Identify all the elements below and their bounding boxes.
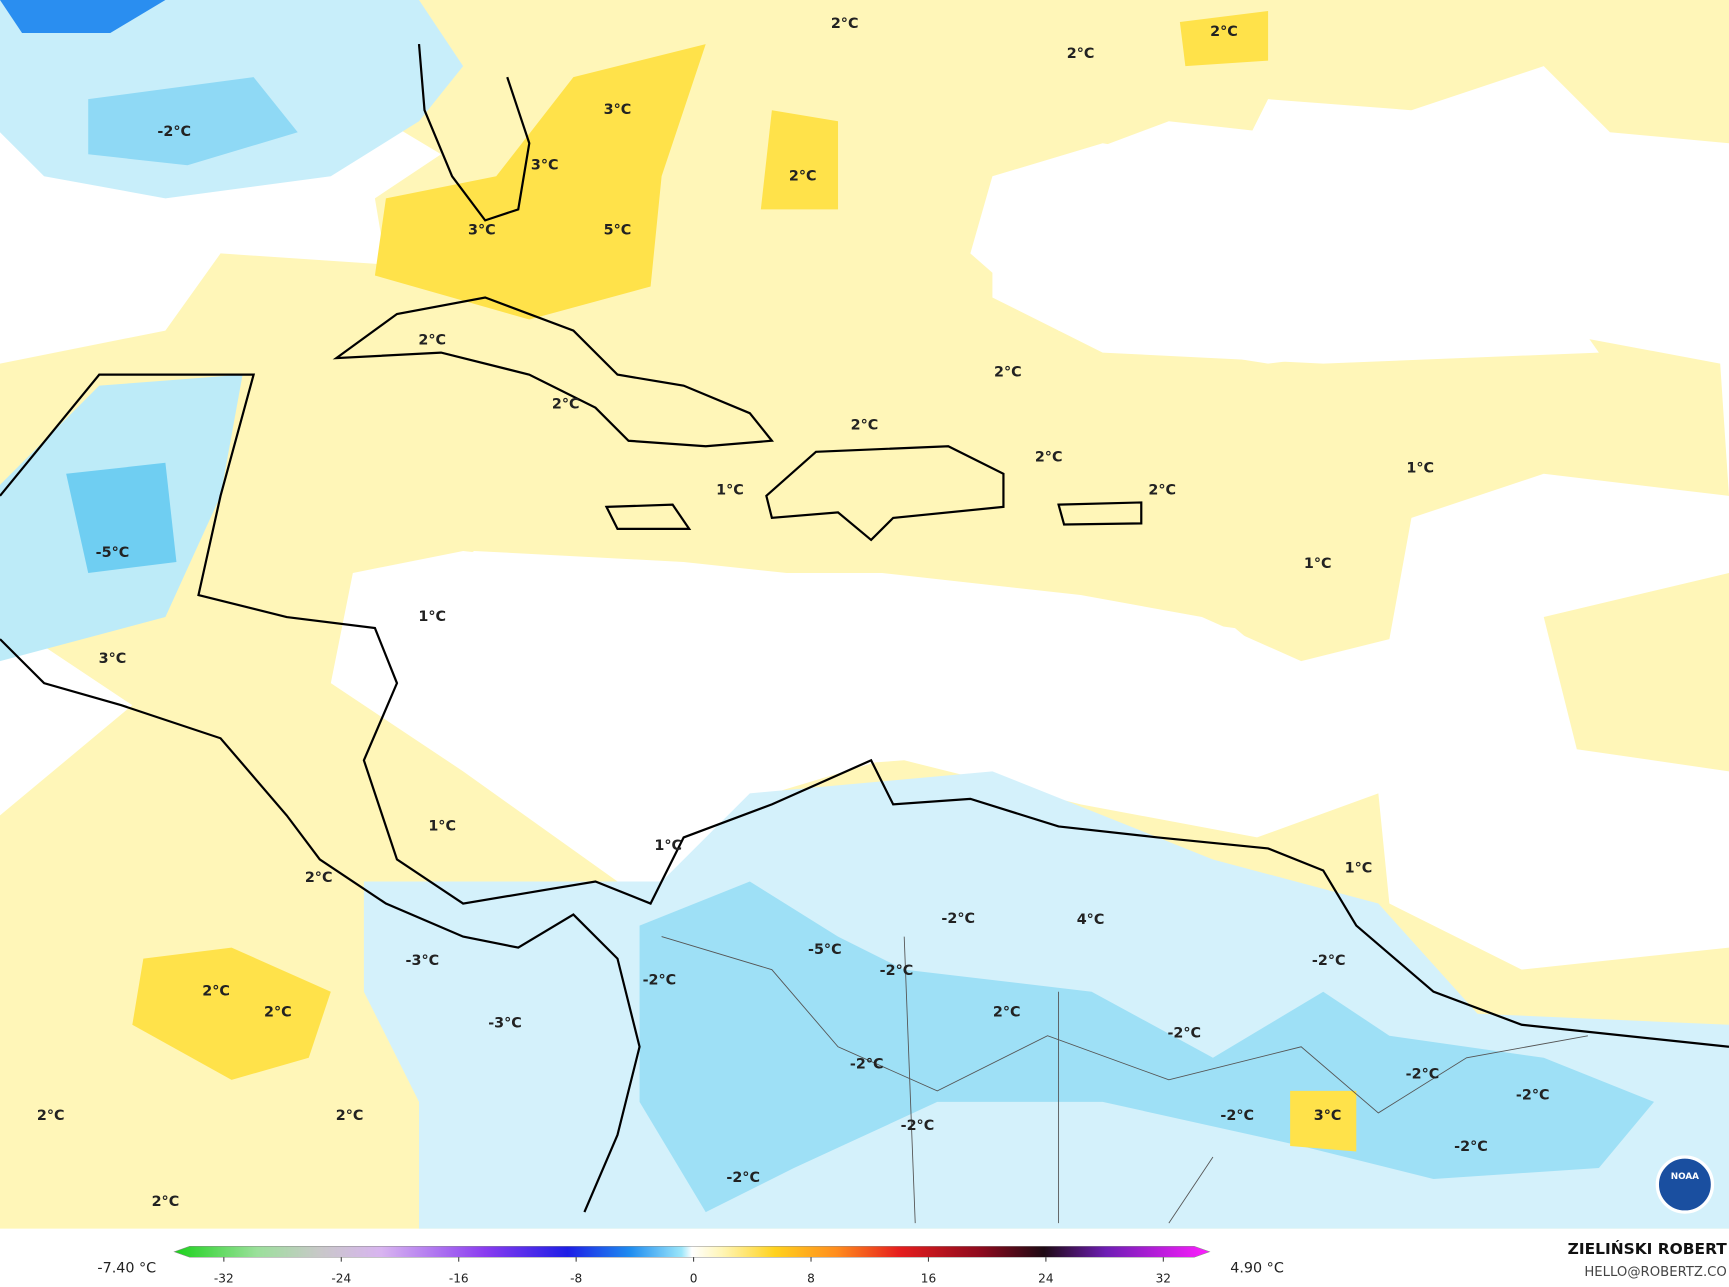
colorbar-tick-label: -24 — [331, 1272, 351, 1286]
contour-label: 4°C — [1077, 912, 1105, 928]
colorbar-tick-label: 24 — [1038, 1272, 1054, 1286]
contour-label: -2°C — [901, 1118, 935, 1134]
credit-name: ZIELIŃSKI ROBERT — [1568, 1239, 1728, 1258]
contour-label: 2°C — [789, 168, 817, 184]
contour-label: 1°C — [418, 609, 446, 625]
colorbar-tick-label: -8 — [570, 1272, 582, 1286]
contour-label: 3°C — [99, 651, 127, 667]
contour-label: 1°C — [1345, 860, 1373, 876]
warm-core — [374, 44, 706, 320]
colorbar-tick-label: 32 — [1156, 1272, 1171, 1286]
contour-label: -3°C — [488, 1016, 522, 1032]
colorbar-tick-label: 16 — [921, 1272, 936, 1286]
contour-label: 2°C — [418, 332, 446, 348]
contour-label: -2°C — [1516, 1087, 1550, 1103]
contour-label: 5°C — [604, 222, 632, 238]
cold-core — [0, 0, 166, 34]
contour-label: 2°C — [1210, 24, 1238, 40]
colorbar — [173, 1245, 1211, 1258]
contour-label: -2°C — [726, 1170, 760, 1186]
contour-label: -2°C — [1167, 1026, 1201, 1042]
contour-label: 2°C — [202, 984, 230, 1000]
coastline — [0, 638, 641, 1213]
contour-label: 2°C — [994, 364, 1022, 380]
warm-core — [1179, 11, 1269, 67]
cool-core — [66, 462, 177, 573]
contour-label: -2°C — [157, 124, 191, 140]
colorbar-tick-label: 0 — [690, 1272, 698, 1286]
contour-label: 2°C — [552, 396, 580, 412]
contour-label: 2°C — [336, 1108, 364, 1124]
contour-label: 1°C — [716, 482, 744, 498]
contour-label: 2°C — [152, 1194, 180, 1210]
colorbar-tick-label: 8 — [807, 1272, 815, 1286]
contour-label: -2°C — [1406, 1066, 1440, 1082]
country-border — [661, 936, 1588, 1224]
credit-site: HELLO@ROBERTZ.CO — [1584, 1265, 1726, 1280]
contour-label: 1°C — [428, 818, 456, 834]
colorbar-tick-label: -16 — [449, 1272, 469, 1286]
contour-label: -2°C — [880, 963, 914, 979]
contour-label: 3°C — [468, 222, 496, 238]
coastline — [1057, 501, 1143, 526]
contour-label: -2°C — [1312, 953, 1346, 969]
warm-core — [132, 947, 331, 1080]
cool-core — [88, 77, 298, 166]
contour-label: -3°C — [406, 953, 440, 969]
contour-label: -2°C — [1220, 1108, 1254, 1124]
contour-label: 2°C — [1067, 46, 1095, 62]
warm-core — [1290, 1090, 1357, 1152]
contour-label: 2°C — [264, 1005, 292, 1021]
logo-text: NOAA — [1671, 1172, 1699, 1182]
contour-label: 2°C — [305, 870, 333, 886]
contour-label: -2°C — [1454, 1139, 1488, 1155]
contour-label: 2°C — [1148, 482, 1176, 498]
neutral-area — [992, 121, 1599, 364]
contour-label: 2°C — [831, 16, 859, 32]
contour-label: 2°C — [993, 1005, 1021, 1021]
contour-label: 3°C — [531, 157, 559, 173]
coastline — [765, 445, 1005, 542]
coastline — [417, 43, 531, 222]
contour-label: -2°C — [643, 973, 677, 989]
coastline — [604, 503, 692, 531]
contour-label: -2°C — [850, 1056, 884, 1072]
colorbar-min: -7.40 °C — [97, 1261, 156, 1277]
contour-label: -5°C — [808, 942, 842, 958]
coastline — [332, 296, 775, 448]
contour-label: -5°C — [96, 545, 130, 561]
contour-label: 2°C — [37, 1108, 65, 1124]
neutral-area — [363, 550, 1302, 860]
contour-label: 2°C — [1035, 449, 1063, 465]
coastline — [0, 373, 1729, 1048]
colorbar-max: 4.90 °C — [1230, 1261, 1284, 1277]
warm-core — [760, 110, 839, 210]
contour-label: 2°C — [851, 417, 879, 433]
contour-label: 1°C — [1406, 460, 1434, 476]
contour-label: -2°C — [941, 911, 975, 927]
colorbar-tick-label: -32 — [214, 1272, 234, 1286]
contour-label: 3°C — [604, 102, 632, 118]
contour-label: 1°C — [1304, 556, 1332, 572]
contour-label: 3°C — [1314, 1108, 1342, 1124]
contour-label: 1°C — [654, 838, 682, 854]
logo — [1655, 1155, 1715, 1214]
